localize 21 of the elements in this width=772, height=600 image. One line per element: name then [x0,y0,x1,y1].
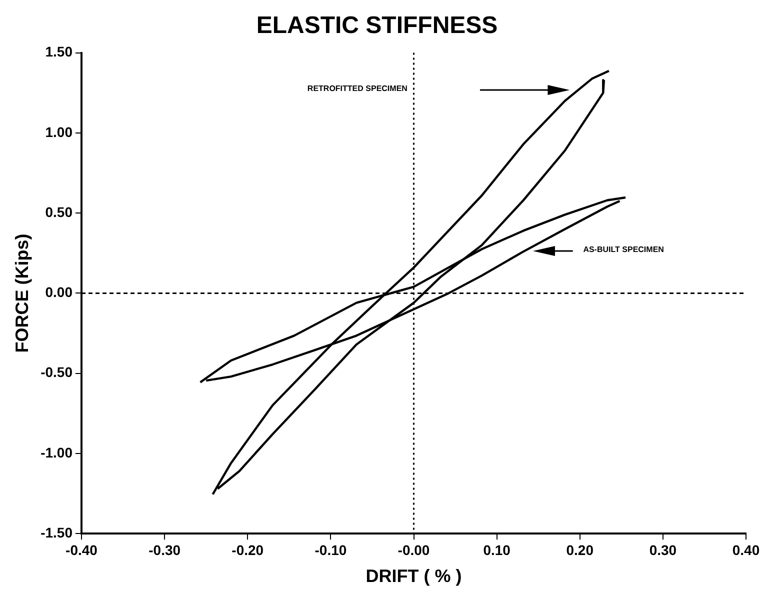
x-tick-label: -0.30 [148,542,181,558]
y-tick-label: -1.00 [40,444,73,460]
x-tick-label: -0.10 [314,542,347,558]
x-tick-label: 0.40 [732,542,760,558]
y-axis-title: FORCE (Kips) [12,234,32,353]
y-tick-label: 1.50 [45,44,73,60]
chart-title: ELASTIC STIFFNESS [256,12,498,40]
x-tick-label: 0.20 [566,542,594,558]
x-tick-label: -0.20 [232,542,264,558]
x-tick-label: 0.30 [649,542,677,558]
y-tick-label: 0.00 [45,284,73,300]
x-axis-title: DRIFT ( % ) [366,566,462,586]
y-tick-label: -0.50 [40,364,73,380]
y-tick-label: -1.50 [40,524,73,540]
x-tick-label: 0.10 [483,542,511,558]
annotation: AS-BUILT SPECIMEN [583,245,664,254]
annotation: RETROFITTED SPECIMEN [307,84,408,93]
x-tick-label: -0.40 [66,542,98,558]
y-tick-label: 1.00 [45,124,73,140]
x-tick-label: -0.00 [398,542,430,558]
y-tick-label: 0.50 [45,204,73,220]
